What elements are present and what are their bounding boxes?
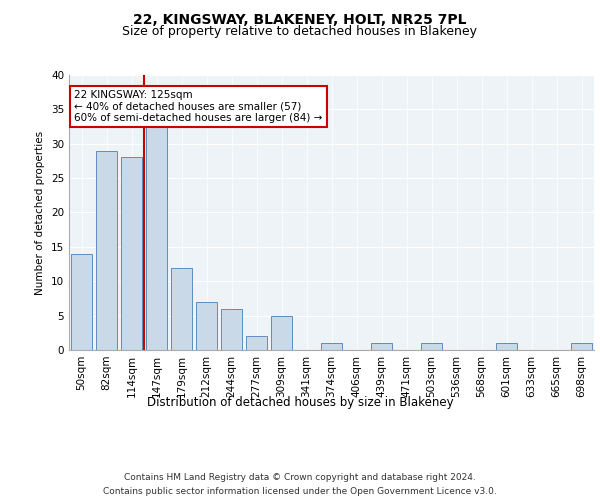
Bar bbox=[246, 336, 267, 350]
Bar bbox=[121, 158, 142, 350]
Bar bbox=[196, 302, 217, 350]
Bar bbox=[221, 308, 242, 350]
Text: 22, KINGSWAY, BLAKENEY, HOLT, NR25 7PL: 22, KINGSWAY, BLAKENEY, HOLT, NR25 7PL bbox=[133, 12, 467, 26]
Text: Contains HM Land Registry data © Crown copyright and database right 2024.: Contains HM Land Registry data © Crown c… bbox=[124, 473, 476, 482]
Bar bbox=[371, 343, 392, 350]
Bar bbox=[71, 254, 92, 350]
Bar bbox=[421, 343, 442, 350]
Bar bbox=[171, 268, 192, 350]
Text: Contains public sector information licensed under the Open Government Licence v3: Contains public sector information licen… bbox=[103, 486, 497, 496]
Y-axis label: Number of detached properties: Number of detached properties bbox=[35, 130, 46, 294]
Bar bbox=[321, 343, 342, 350]
Bar bbox=[496, 343, 517, 350]
Bar bbox=[146, 123, 167, 350]
Text: 22 KINGSWAY: 125sqm
← 40% of detached houses are smaller (57)
60% of semi-detach: 22 KINGSWAY: 125sqm ← 40% of detached ho… bbox=[74, 90, 323, 124]
Bar bbox=[271, 316, 292, 350]
Text: Distribution of detached houses by size in Blakeney: Distribution of detached houses by size … bbox=[146, 396, 454, 409]
Bar bbox=[96, 150, 117, 350]
Text: Size of property relative to detached houses in Blakeney: Size of property relative to detached ho… bbox=[122, 25, 478, 38]
Bar bbox=[571, 343, 592, 350]
